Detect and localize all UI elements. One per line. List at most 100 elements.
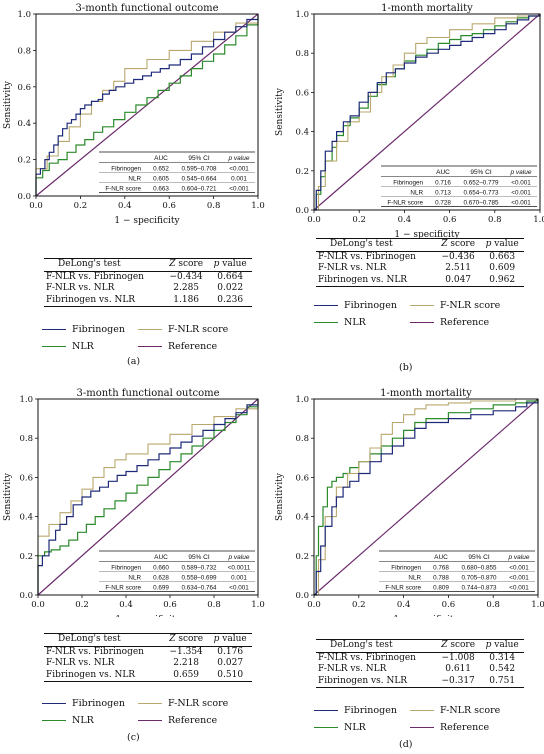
auc-row-value: 0.660 [153,565,169,572]
legend-item-fnlr: F-NLR score [410,705,500,716]
y-tick-label: 0.0 [295,206,309,216]
legend-swatch [138,329,162,330]
delong-comparison: F-NLR vs. NLR [318,664,387,674]
delong-table: DeLong's test Z score p value F-NLR vs. Fib… [316,639,524,688]
legend-swatch [42,346,66,347]
y-tick-label: 0.4 [295,513,309,523]
auc-row-ci: 0.589–0.732 [181,565,217,572]
auc-row-name: NLR [128,575,141,582]
auc-row-name: Fibrinogen [393,180,423,187]
delong-table: DeLong's test Z score p value F-NLR vs. Fib… [44,258,252,307]
auc-row-name: F-NLR score [385,585,421,592]
x-tick-label: 0.8 [486,600,500,610]
delong-p-value: 0.664 [217,271,244,282]
legend-swatch [138,703,162,704]
panel-d: 1-month mortality 0.0 0.2 0.4 0.6 0.8 1.0 0.0 0.… [272,377,544,754]
auc-row-ci: 0.604–0.721 [181,186,217,193]
delong-p-value: 0.510 [217,669,244,680]
auc-row-ci: 0.680–0.855 [461,565,497,572]
legend-label: F-NLR score [440,705,501,716]
legend-swatch [42,329,66,330]
y-tick-label: 0.8 [295,434,309,444]
plot-frame [37,398,259,596]
delong-header-cell: p value [480,639,524,653]
legend-swatch [314,322,338,323]
legend-item-fnlr: F-NLR score [138,698,228,709]
x-tick-label: 0.0 [31,600,45,610]
legend-item-fnlr: F-NLR score [138,324,228,335]
auc-row-p: <0.001 [511,190,531,197]
x-tick-label: 0.2 [74,201,88,211]
legend-item-fibrinogen: Fibrinogen [42,698,125,709]
auc-row-p: <0.001 [509,585,529,592]
legend-label: Reference [440,722,490,733]
legend-label: F-NLR score [168,324,229,335]
legend-label: Reference [168,715,218,726]
delong-z-score: 2.285 [173,283,200,293]
series-fnlr-line [37,399,259,595]
y-tick-label: 0.0 [295,591,309,601]
x-tick-label: 0.0 [307,215,321,225]
x-tick-label: 0.0 [29,201,43,211]
auc-row-value: 0.788 [433,575,449,582]
delong-comparison: F-NLR vs. Fibrinogen [318,652,416,663]
y-tick-label: 0.0 [19,591,33,601]
series-fibrinogen-line [314,399,539,596]
delong-comparison: F-NLR vs. NLR [318,263,387,273]
auc-row-value: 0.628 [153,575,169,582]
delong-z-score: 2.511 [445,263,472,273]
y-tick-label: 0.6 [19,473,33,483]
legend-swatch [42,720,66,721]
delong-row: Fibrinogen vs. NLR 0.047 0.962 [316,275,524,287]
delong-header-cell: Z score [163,633,209,647]
auc-row-value: 0.663 [153,186,169,193]
panel-caption: (a) [127,356,141,367]
x-tick-label: 0.6 [163,600,177,610]
delong-comparison: Fibrinogen vs. NLR [46,669,136,680]
y-tick-label: 0.6 [17,83,31,93]
y-tick-label: 0.8 [295,49,309,59]
legend-item-reference: Reference [138,341,217,352]
series-fibrinogen-line [35,14,259,196]
x-axis-label: 1 − specificity [394,230,460,240]
legend-item-nlr: NLR [314,722,366,733]
legend-swatch [42,703,66,704]
auc-row-p: <0.001 [229,166,249,173]
auc-row-value: 0.728 [435,200,451,207]
legend-item-fibrinogen: Fibrinogen [42,324,125,335]
delong-comparison: F-NLR vs. Fibrinogen [318,251,416,262]
legend-label: Fibrinogen [344,705,397,716]
delong-header-cell: Z score [435,238,481,252]
x-tick-label: 0.8 [488,215,502,225]
auc-row-ci: 0.744–0.873 [461,585,497,592]
x-tick-label: 0.8 [207,600,221,610]
legend-label: Reference [440,317,490,328]
auc-row-ci: 0.705–0.870 [461,575,497,582]
legend-swatch [314,727,338,728]
auc-row-value: 0.652 [153,166,169,173]
plot-frame [35,13,259,197]
auc-header-auc: AUC [436,169,450,176]
x-tick-label: 1.0 [251,201,265,211]
auc-row-value: 0.713 [435,190,451,197]
roc-chart: 3-month functional outcome 0.0 0.2 0.4 0.6 0.… [3,388,265,617]
y-tick-label: 0.6 [295,473,309,483]
panel-caption: (c) [127,732,140,743]
auc-row-ci: 0.670–0.785 [463,200,499,207]
x-tick-label: 0.6 [443,215,457,225]
plot-frame [313,398,539,596]
y-tick-label: 0.2 [295,167,309,177]
y-tick-label: 0.8 [17,46,31,56]
delong-z-score: 0.047 [445,274,472,285]
roc-chart: 1-month mortality 0.0 0.2 0.4 0.6 0.8 1.0 0.0 0.… [275,388,544,617]
auc-row-value: 0.809 [433,585,449,592]
delong-row: F-NLR vs. NLR 2.218 0.027 [44,658,252,670]
delong-z-score: 2.218 [173,658,200,668]
x-tick-label: 0.2 [352,600,366,610]
legend-label: NLR [344,317,366,328]
auc-row-value: 0.605 [153,176,169,183]
delong-comparison: Fibrinogen vs. NLR [318,274,408,285]
delong-row: F-NLR vs. NLR 2.511 0.609 [316,263,524,275]
auc-row-value: 0.716 [435,180,451,187]
y-tick-label: 0.2 [19,552,33,562]
